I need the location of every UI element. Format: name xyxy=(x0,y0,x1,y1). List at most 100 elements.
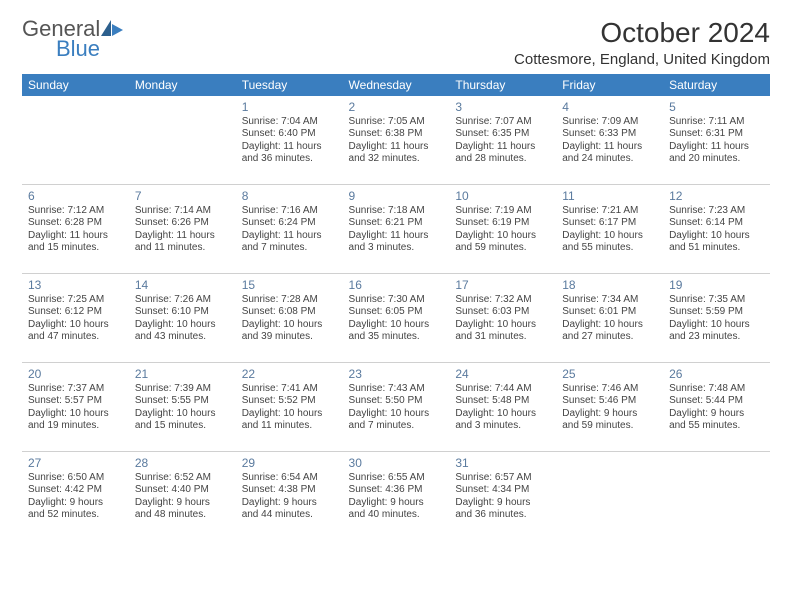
day-number: 19 xyxy=(669,278,764,293)
day-number: 16 xyxy=(349,278,444,293)
day-number: 17 xyxy=(455,278,550,293)
calendar-row: 20Sunrise: 7:37 AMSunset: 5:57 PMDayligh… xyxy=(22,362,770,451)
day-number: 29 xyxy=(242,456,337,471)
calendar-cell: 26Sunrise: 7:48 AMSunset: 5:44 PMDayligh… xyxy=(663,362,770,451)
calendar-cell: 27Sunrise: 6:50 AMSunset: 4:42 PMDayligh… xyxy=(22,451,129,540)
logo: General Blue xyxy=(22,18,123,60)
weekday-header: Saturday xyxy=(663,74,770,96)
day-detail: Sunrise: 7:09 AMSunset: 6:33 PMDaylight:… xyxy=(562,116,657,166)
day-detail: Sunrise: 7:30 AMSunset: 6:05 PMDaylight:… xyxy=(349,294,444,344)
day-detail: Sunrise: 7:23 AMSunset: 6:14 PMDaylight:… xyxy=(669,205,764,255)
day-detail: Sunrise: 6:50 AMSunset: 4:42 PMDaylight:… xyxy=(28,472,123,522)
day-number: 4 xyxy=(562,100,657,115)
calendar-cell: 11Sunrise: 7:21 AMSunset: 6:17 PMDayligh… xyxy=(556,184,663,273)
logo-text-blue: Blue xyxy=(56,38,123,60)
day-detail: Sunrise: 7:34 AMSunset: 6:01 PMDaylight:… xyxy=(562,294,657,344)
day-number: 1 xyxy=(242,100,337,115)
day-detail: Sunrise: 7:16 AMSunset: 6:24 PMDaylight:… xyxy=(242,205,337,255)
calendar-cell: 10Sunrise: 7:19 AMSunset: 6:19 PMDayligh… xyxy=(449,184,556,273)
day-detail: Sunrise: 7:07 AMSunset: 6:35 PMDaylight:… xyxy=(455,116,550,166)
day-number: 12 xyxy=(669,189,764,204)
day-detail: Sunrise: 6:55 AMSunset: 4:36 PMDaylight:… xyxy=(349,472,444,522)
day-number: 6 xyxy=(28,189,123,204)
weekday-header: Sunday xyxy=(22,74,129,96)
location-title: Cottesmore, England, United Kingdom xyxy=(514,51,770,68)
calendar-cell: 31Sunrise: 6:57 AMSunset: 4:34 PMDayligh… xyxy=(449,451,556,540)
weekday-header: Thursday xyxy=(449,74,556,96)
day-number: 18 xyxy=(562,278,657,293)
day-detail: Sunrise: 6:57 AMSunset: 4:34 PMDaylight:… xyxy=(455,472,550,522)
day-detail: Sunrise: 7:35 AMSunset: 5:59 PMDaylight:… xyxy=(669,294,764,344)
day-number: 9 xyxy=(349,189,444,204)
day-number: 3 xyxy=(455,100,550,115)
weekday-header: Tuesday xyxy=(236,74,343,96)
calendar-cell: 3Sunrise: 7:07 AMSunset: 6:35 PMDaylight… xyxy=(449,96,556,185)
day-detail: Sunrise: 7:43 AMSunset: 5:50 PMDaylight:… xyxy=(349,383,444,433)
day-detail: Sunrise: 7:04 AMSunset: 6:40 PMDaylight:… xyxy=(242,116,337,166)
day-number: 2 xyxy=(349,100,444,115)
calendar-cell: 9Sunrise: 7:18 AMSunset: 6:21 PMDaylight… xyxy=(343,184,450,273)
calendar-cell xyxy=(663,451,770,540)
calendar-table: Sunday Monday Tuesday Wednesday Thursday… xyxy=(22,74,770,540)
calendar-cell: 1Sunrise: 7:04 AMSunset: 6:40 PMDaylight… xyxy=(236,96,343,185)
day-detail: Sunrise: 7:32 AMSunset: 6:03 PMDaylight:… xyxy=(455,294,550,344)
calendar-cell: 17Sunrise: 7:32 AMSunset: 6:03 PMDayligh… xyxy=(449,273,556,362)
calendar-cell: 7Sunrise: 7:14 AMSunset: 6:26 PMDaylight… xyxy=(129,184,236,273)
day-detail: Sunrise: 7:28 AMSunset: 6:08 PMDaylight:… xyxy=(242,294,337,344)
day-detail: Sunrise: 7:18 AMSunset: 6:21 PMDaylight:… xyxy=(349,205,444,255)
weekday-header: Wednesday xyxy=(343,74,450,96)
calendar-cell: 24Sunrise: 7:44 AMSunset: 5:48 PMDayligh… xyxy=(449,362,556,451)
day-number: 30 xyxy=(349,456,444,471)
day-detail: Sunrise: 7:12 AMSunset: 6:28 PMDaylight:… xyxy=(28,205,123,255)
calendar-cell: 19Sunrise: 7:35 AMSunset: 5:59 PMDayligh… xyxy=(663,273,770,362)
calendar-cell: 18Sunrise: 7:34 AMSunset: 6:01 PMDayligh… xyxy=(556,273,663,362)
calendar-cell: 23Sunrise: 7:43 AMSunset: 5:50 PMDayligh… xyxy=(343,362,450,451)
calendar-cell: 8Sunrise: 7:16 AMSunset: 6:24 PMDaylight… xyxy=(236,184,343,273)
weekday-header: Friday xyxy=(556,74,663,96)
title-block: October 2024 Cottesmore, England, United… xyxy=(514,18,770,68)
calendar-cell xyxy=(129,96,236,185)
calendar-row: 1Sunrise: 7:04 AMSunset: 6:40 PMDaylight… xyxy=(22,96,770,185)
day-number: 31 xyxy=(455,456,550,471)
calendar-cell: 4Sunrise: 7:09 AMSunset: 6:33 PMDaylight… xyxy=(556,96,663,185)
calendar-cell: 5Sunrise: 7:11 AMSunset: 6:31 PMDaylight… xyxy=(663,96,770,185)
day-detail: Sunrise: 7:11 AMSunset: 6:31 PMDaylight:… xyxy=(669,116,764,166)
day-detail: Sunrise: 7:46 AMSunset: 5:46 PMDaylight:… xyxy=(562,383,657,433)
day-number: 7 xyxy=(135,189,230,204)
calendar-row: 27Sunrise: 6:50 AMSunset: 4:42 PMDayligh… xyxy=(22,451,770,540)
day-number: 5 xyxy=(669,100,764,115)
day-number: 10 xyxy=(455,189,550,204)
day-detail: Sunrise: 7:37 AMSunset: 5:57 PMDaylight:… xyxy=(28,383,123,433)
calendar-cell: 12Sunrise: 7:23 AMSunset: 6:14 PMDayligh… xyxy=(663,184,770,273)
day-number: 14 xyxy=(135,278,230,293)
day-number: 28 xyxy=(135,456,230,471)
calendar-cell: 15Sunrise: 7:28 AMSunset: 6:08 PMDayligh… xyxy=(236,273,343,362)
calendar-cell xyxy=(556,451,663,540)
calendar-cell: 20Sunrise: 7:37 AMSunset: 5:57 PMDayligh… xyxy=(22,362,129,451)
calendar-cell: 22Sunrise: 7:41 AMSunset: 5:52 PMDayligh… xyxy=(236,362,343,451)
day-number: 21 xyxy=(135,367,230,382)
day-number: 24 xyxy=(455,367,550,382)
day-detail: Sunrise: 7:25 AMSunset: 6:12 PMDaylight:… xyxy=(28,294,123,344)
day-detail: Sunrise: 6:54 AMSunset: 4:38 PMDaylight:… xyxy=(242,472,337,522)
calendar-cell: 16Sunrise: 7:30 AMSunset: 6:05 PMDayligh… xyxy=(343,273,450,362)
day-detail: Sunrise: 7:21 AMSunset: 6:17 PMDaylight:… xyxy=(562,205,657,255)
day-number: 23 xyxy=(349,367,444,382)
day-detail: Sunrise: 7:05 AMSunset: 6:38 PMDaylight:… xyxy=(349,116,444,166)
day-number: 15 xyxy=(242,278,337,293)
header: General Blue October 2024 Cottesmore, En… xyxy=(22,18,770,68)
weekday-header-row: Sunday Monday Tuesday Wednesday Thursday… xyxy=(22,74,770,96)
day-number: 27 xyxy=(28,456,123,471)
calendar-row: 13Sunrise: 7:25 AMSunset: 6:12 PMDayligh… xyxy=(22,273,770,362)
calendar-cell: 28Sunrise: 6:52 AMSunset: 4:40 PMDayligh… xyxy=(129,451,236,540)
month-title: October 2024 xyxy=(514,18,770,49)
day-number: 22 xyxy=(242,367,337,382)
calendar-cell: 30Sunrise: 6:55 AMSunset: 4:36 PMDayligh… xyxy=(343,451,450,540)
day-detail: Sunrise: 6:52 AMSunset: 4:40 PMDaylight:… xyxy=(135,472,230,522)
day-number: 25 xyxy=(562,367,657,382)
day-number: 8 xyxy=(242,189,337,204)
day-number: 13 xyxy=(28,278,123,293)
calendar-cell: 29Sunrise: 6:54 AMSunset: 4:38 PMDayligh… xyxy=(236,451,343,540)
day-detail: Sunrise: 7:39 AMSunset: 5:55 PMDaylight:… xyxy=(135,383,230,433)
day-detail: Sunrise: 7:14 AMSunset: 6:26 PMDaylight:… xyxy=(135,205,230,255)
